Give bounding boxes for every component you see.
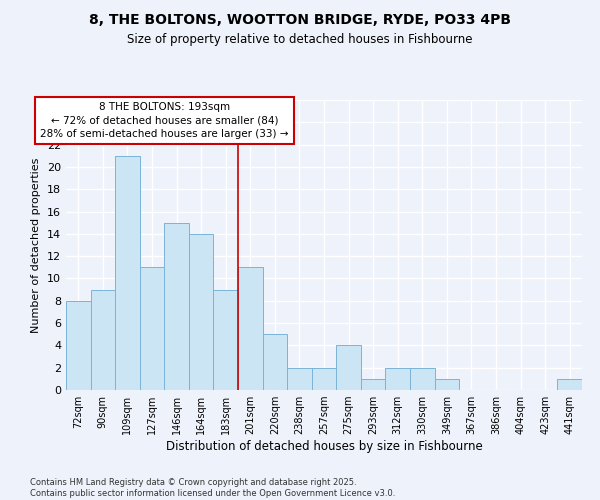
Bar bbox=[189, 234, 214, 390]
Bar bbox=[91, 290, 115, 390]
Bar bbox=[115, 156, 140, 390]
Bar bbox=[287, 368, 312, 390]
Text: Contains HM Land Registry data © Crown copyright and database right 2025.
Contai: Contains HM Land Registry data © Crown c… bbox=[30, 478, 395, 498]
Bar bbox=[263, 334, 287, 390]
X-axis label: Distribution of detached houses by size in Fishbourne: Distribution of detached houses by size … bbox=[166, 440, 482, 453]
Bar bbox=[557, 379, 582, 390]
Bar bbox=[312, 368, 336, 390]
Bar bbox=[336, 346, 361, 390]
Bar bbox=[434, 379, 459, 390]
Y-axis label: Number of detached properties: Number of detached properties bbox=[31, 158, 41, 332]
Bar bbox=[238, 268, 263, 390]
Bar bbox=[140, 268, 164, 390]
Text: Size of property relative to detached houses in Fishbourne: Size of property relative to detached ho… bbox=[127, 32, 473, 46]
Bar bbox=[361, 379, 385, 390]
Bar bbox=[164, 222, 189, 390]
Bar bbox=[214, 290, 238, 390]
Text: 8 THE BOLTONS: 193sqm
← 72% of detached houses are smaller (84)
28% of semi-deta: 8 THE BOLTONS: 193sqm ← 72% of detached … bbox=[40, 102, 289, 139]
Text: 8, THE BOLTONS, WOOTTON BRIDGE, RYDE, PO33 4PB: 8, THE BOLTONS, WOOTTON BRIDGE, RYDE, PO… bbox=[89, 12, 511, 26]
Bar bbox=[385, 368, 410, 390]
Bar bbox=[410, 368, 434, 390]
Bar bbox=[66, 301, 91, 390]
